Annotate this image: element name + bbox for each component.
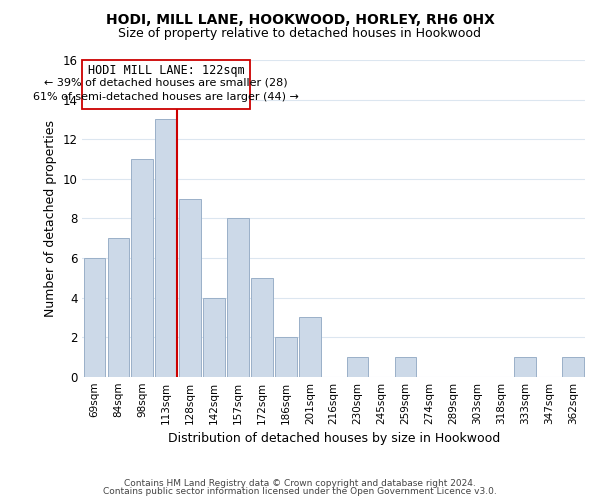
- Text: ← 39% of detached houses are smaller (28): ← 39% of detached houses are smaller (28…: [44, 78, 288, 88]
- Y-axis label: Number of detached properties: Number of detached properties: [44, 120, 57, 317]
- Bar: [83, 258, 105, 376]
- Text: HODI MILL LANE: 122sqm: HODI MILL LANE: 122sqm: [88, 64, 245, 78]
- Bar: [203, 298, 225, 376]
- Bar: [299, 318, 320, 376]
- Text: HODI, MILL LANE, HOOKWOOD, HORLEY, RH6 0HX: HODI, MILL LANE, HOOKWOOD, HORLEY, RH6 0…: [106, 12, 494, 26]
- Text: Contains HM Land Registry data © Crown copyright and database right 2024.: Contains HM Land Registry data © Crown c…: [124, 478, 476, 488]
- Bar: [179, 198, 201, 376]
- Bar: [107, 238, 129, 376]
- Text: Contains public sector information licensed under the Open Government Licence v3: Contains public sector information licen…: [103, 487, 497, 496]
- X-axis label: Distribution of detached houses by size in Hookwood: Distribution of detached houses by size …: [167, 432, 500, 445]
- Bar: [131, 159, 153, 376]
- Text: 61% of semi-detached houses are larger (44) →: 61% of semi-detached houses are larger (…: [33, 92, 299, 102]
- Bar: [562, 357, 584, 376]
- Bar: [275, 337, 296, 376]
- Bar: [227, 218, 249, 376]
- Bar: [155, 120, 177, 376]
- FancyBboxPatch shape: [82, 60, 250, 110]
- Bar: [514, 357, 536, 376]
- Bar: [347, 357, 368, 376]
- Bar: [251, 278, 272, 376]
- Bar: [395, 357, 416, 376]
- Text: Size of property relative to detached houses in Hookwood: Size of property relative to detached ho…: [119, 28, 482, 40]
